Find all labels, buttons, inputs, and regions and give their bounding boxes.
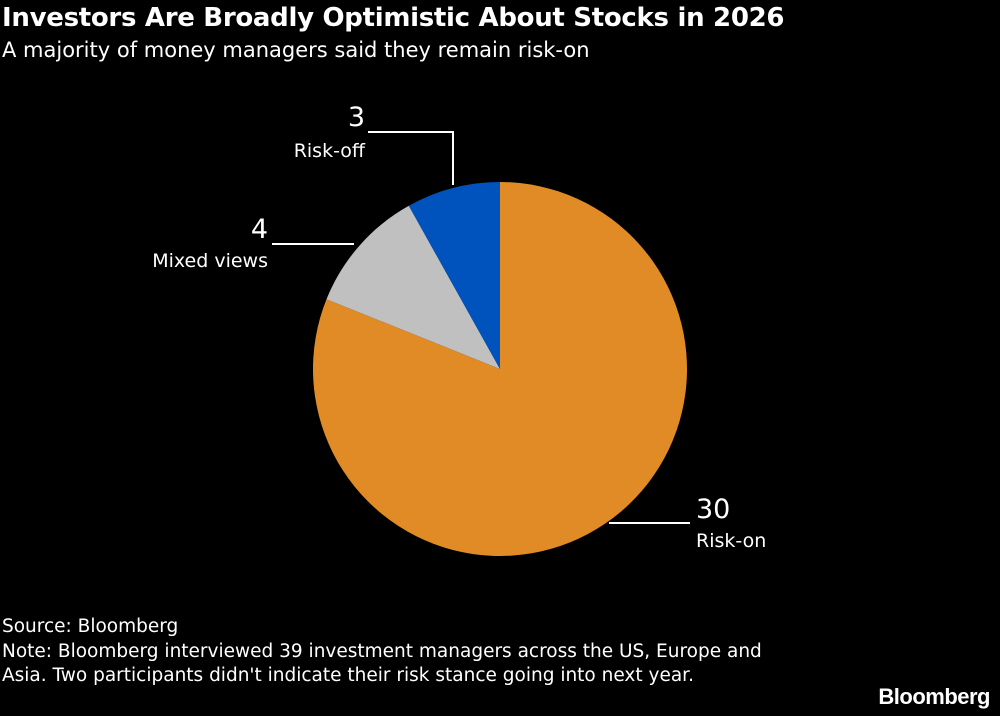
data-label-category: Mixed views [152,250,268,272]
pie-slice-risk-off [408,182,500,369]
bloomberg-logo: Bloomberg [878,684,990,709]
data-label-value: 30 [696,494,730,525]
source-text: Source: Bloomberg [2,616,179,637]
leader-line [368,131,454,185]
footer: Source: Bloomberg Note: Bloomberg interv… [2,615,802,689]
note-text: Note: Bloomberg interviewed 39 investmen… [2,640,762,687]
pie-slice-mixed-views [326,205,500,369]
data-label-value: 3 [348,102,365,133]
data-label-category: Risk-on [696,530,766,552]
data-label-value: 4 [251,214,268,245]
chart-title: Investors Are Broadly Optimistic About S… [2,3,785,33]
pie-slice-risk-on [313,182,687,556]
data-label-category: Risk-off [294,140,366,162]
chart-subtitle: A majority of money managers said they r… [2,38,590,62]
